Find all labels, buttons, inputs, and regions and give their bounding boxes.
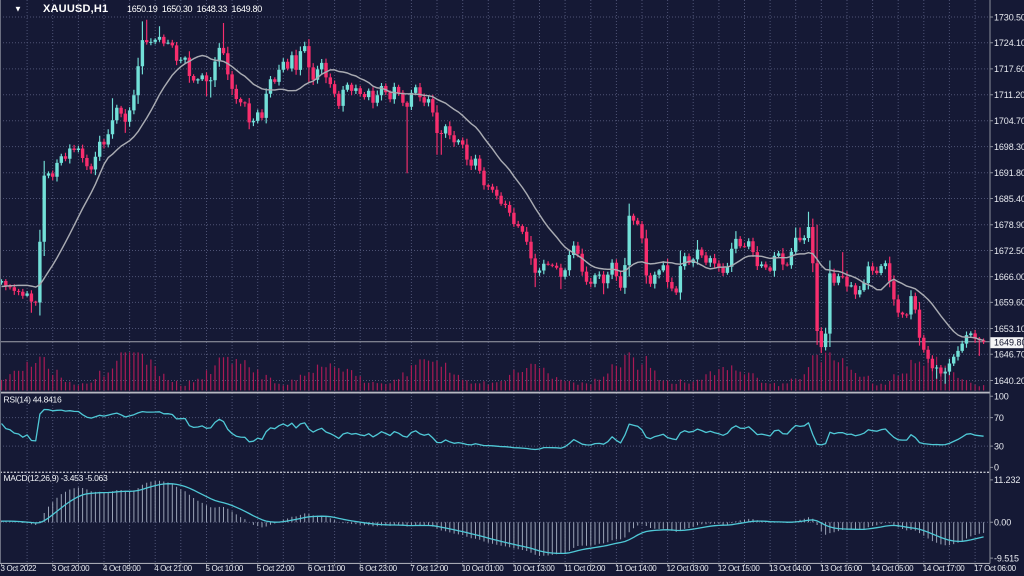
svg-text:10 Oct 01:00: 10 Oct 01:00	[462, 564, 505, 573]
svg-text:12 Oct 15:00: 12 Oct 15:00	[718, 564, 761, 573]
svg-text:1649.80: 1649.80	[994, 337, 1024, 347]
svg-text:1711.20: 1711.20	[994, 90, 1024, 100]
svg-text:XAUUSD,H1: XAUUSD,H1	[43, 3, 108, 15]
svg-text:1650.19 1650.30 1648.33 164: 1650.19 1650.30 1648.33 1649.80	[127, 4, 262, 14]
svg-text:RSI(14) 44.8416: RSI(14) 44.8416	[4, 395, 62, 405]
svg-text:▼: ▼	[14, 5, 22, 14]
svg-text:13 Oct 16:00: 13 Oct 16:00	[820, 564, 863, 573]
svg-text:11 Oct 02:00: 11 Oct 02:00	[564, 564, 606, 573]
svg-text:0.00: 0.00	[994, 518, 1011, 528]
svg-text:11 Oct 14:00: 11 Oct 14:00	[615, 564, 657, 573]
svg-text:1646.70: 1646.70	[994, 350, 1024, 360]
svg-text:14 Oct 17:00: 14 Oct 17:00	[923, 564, 966, 573]
svg-text:1730.50: 1730.50	[994, 12, 1024, 22]
svg-text:1717.60: 1717.60	[994, 64, 1024, 74]
svg-text:11.232: 11.232	[994, 475, 1020, 485]
svg-text:17 Oct 06:00: 17 Oct 06:00	[974, 564, 1017, 573]
svg-text:7 Oct 12:00: 7 Oct 12:00	[410, 564, 448, 573]
svg-text:70: 70	[994, 413, 1004, 423]
svg-text:-9.515: -9.515	[994, 553, 1019, 563]
svg-text:6 Oct 23:00: 6 Oct 23:00	[359, 564, 397, 573]
svg-text:1672.50: 1672.50	[994, 246, 1024, 256]
svg-text:10 Oct 13:00: 10 Oct 13:00	[513, 564, 556, 573]
svg-text:3 Oct 20:00: 3 Oct 20:00	[52, 564, 90, 573]
svg-text:4 Oct 21:00: 4 Oct 21:00	[154, 564, 192, 573]
svg-text:1698.30: 1698.30	[994, 142, 1024, 152]
svg-text:MACD(12,26,9) -3.453 -5.063: MACD(12,26,9) -3.453 -5.063	[4, 473, 108, 483]
svg-text:5 Oct 10:00: 5 Oct 10:00	[206, 564, 244, 573]
svg-text:1640.20: 1640.20	[994, 376, 1024, 386]
svg-text:12 Oct 03:00: 12 Oct 03:00	[667, 564, 710, 573]
svg-text:1724.10: 1724.10	[994, 38, 1024, 48]
svg-text:6 Oct 11:00: 6 Oct 11:00	[308, 564, 346, 573]
svg-text:30: 30	[994, 441, 1004, 451]
svg-text:1678.90: 1678.90	[994, 220, 1024, 230]
svg-text:1659.60: 1659.60	[994, 298, 1024, 308]
svg-text:1685.40: 1685.40	[994, 194, 1024, 204]
svg-text:0: 0	[994, 463, 999, 473]
svg-text:13 Oct 04:00: 13 Oct 04:00	[769, 564, 812, 573]
svg-text:14 Oct 05:00: 14 Oct 05:00	[872, 564, 915, 573]
svg-text:1704.70: 1704.70	[994, 116, 1024, 126]
svg-text:3 Oct 2022: 3 Oct 2022	[1, 564, 38, 573]
svg-text:1691.80: 1691.80	[994, 168, 1024, 178]
svg-text:4 Oct 09:00: 4 Oct 09:00	[103, 564, 141, 573]
svg-text:5 Oct 22:00: 5 Oct 22:00	[257, 564, 295, 573]
svg-text:1653.10: 1653.10	[994, 324, 1024, 334]
svg-text:100: 100	[994, 392, 1009, 402]
svg-text:1666.00: 1666.00	[994, 272, 1024, 282]
